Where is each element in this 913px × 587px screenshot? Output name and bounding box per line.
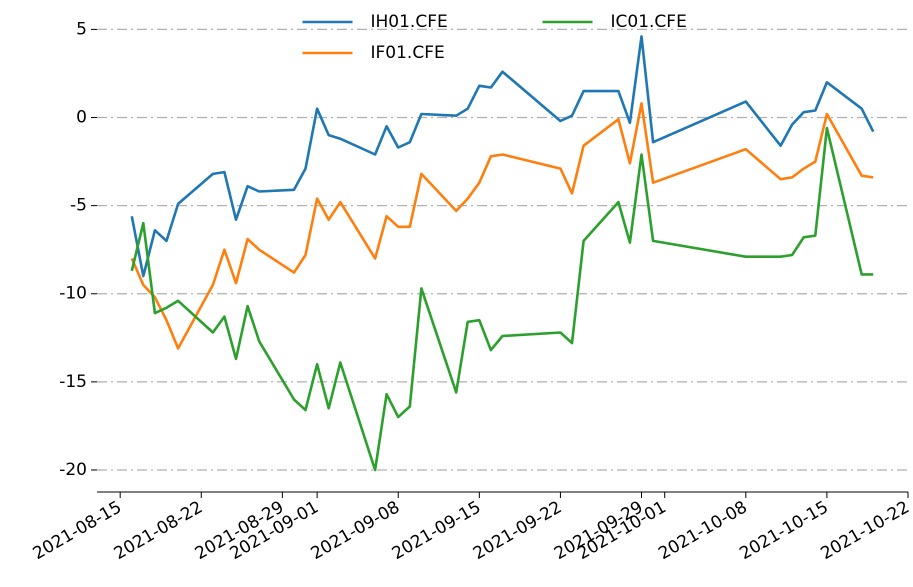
series-line [130,35,875,278]
x-tick-label: 2021-08-15 [30,497,126,564]
legend-label: IF01.CFE [371,43,445,63]
x-tick-label: 2021-09-08 [308,497,404,564]
x-tick-label: 2021-09-15 [389,497,485,564]
x-tick-label: 2021-10-22 [817,497,913,564]
y-tick-label: 5 [76,19,87,39]
y-tick-label: -10 [59,284,87,304]
series-line [130,102,874,350]
y-tick-label: -20 [59,460,87,480]
x-tick-label: 2021-09-22 [470,497,566,564]
y-tick-label: 0 [76,108,87,128]
legend-label: IH01.CFE [371,12,448,32]
series-line [130,126,874,472]
x-tick-label: 2021-10-15 [736,497,832,564]
x-tick-label: 2021-08-22 [111,497,207,564]
y-tick-label: -5 [70,196,87,216]
x-tick-label: 2021-10-08 [655,497,751,564]
legend-label: IC01.CFE [611,12,687,32]
y-tick-label: -15 [59,372,87,392]
